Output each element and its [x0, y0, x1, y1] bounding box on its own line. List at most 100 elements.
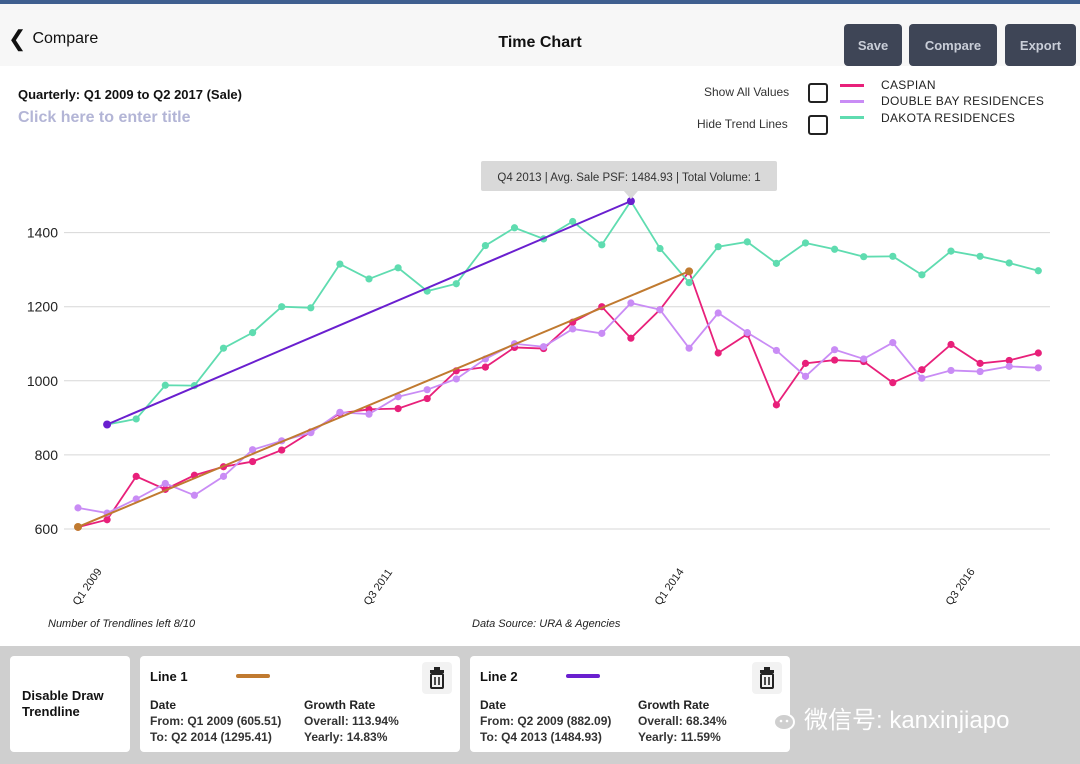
- data-point: [685, 344, 693, 352]
- data-point: [161, 381, 169, 389]
- tooltip-text: Q4 2013 | Avg. Sale PSF: 1484.93 | Total…: [497, 172, 760, 184]
- data-point: [656, 306, 664, 314]
- data-point: [219, 472, 228, 480]
- x-tick-label: Q1 2014: [653, 566, 687, 607]
- trendline-2-title: Line 2: [480, 669, 518, 684]
- data-point: [889, 252, 897, 260]
- trendlines-left-note: Number of Trendlines left 8/10: [48, 618, 196, 630]
- trendline-card-1: Line 1 Date From: Q1 2009 (605.51) To: Q…: [140, 656, 460, 752]
- data-point: [772, 346, 781, 355]
- data-point: [365, 410, 373, 418]
- data-point: [190, 491, 198, 499]
- data-point: [278, 303, 286, 311]
- top-bar: ❮ Compare Time Chart Save Compare Export: [0, 4, 1080, 66]
- data-point: [976, 359, 984, 367]
- trendline-2: [106, 200, 632, 426]
- data-point: [1034, 267, 1042, 275]
- chevron-left-icon: ❮: [8, 26, 27, 51]
- data-point: [860, 253, 868, 261]
- tooltip-box: [481, 161, 777, 191]
- series-line-dakota-residences: [106, 199, 1039, 426]
- trendline-2-dates: Date From: Q2 2009 (882.09) To: Q4 2013 …: [480, 697, 611, 745]
- data-point: [976, 252, 984, 260]
- data-point: [831, 346, 839, 354]
- trendline-1-dates: Date From: Q1 2009 (605.51) To: Q2 2014 …: [150, 697, 281, 745]
- data-point: [1034, 349, 1042, 357]
- delete-trendline-1-button[interactable]: [422, 662, 452, 694]
- trendline-2-date-header: Date: [480, 698, 507, 712]
- legend-swatch-double-bay: [840, 100, 864, 103]
- data-point: [889, 379, 897, 387]
- legend-label-double-bay: DOUBLE BAY RESIDENCES: [881, 94, 1045, 108]
- data-point: [598, 329, 606, 337]
- data-point: [452, 280, 460, 288]
- data-point: [1034, 364, 1042, 372]
- x-tick-label: Q3 2011: [362, 567, 396, 608]
- data-point: [918, 374, 926, 382]
- data-point: [132, 472, 140, 480]
- data-point: [452, 375, 460, 383]
- trendline-2-from: From: Q2 2009 (882.09): [480, 714, 612, 728]
- data-point: [219, 344, 228, 352]
- legend-label-dakota: DAKOTA RESIDENCES: [881, 111, 1016, 125]
- data-point: [423, 386, 431, 394]
- show-all-values-checkbox[interactable]: [808, 83, 828, 103]
- disable-draw-trendline-label: Disable Draw Trendline: [22, 688, 104, 719]
- data-point: [249, 457, 257, 466]
- wechat-watermark: 微信号: kanxinjiapo: [760, 700, 1009, 735]
- trendline-1-start-point: [74, 522, 82, 531]
- data-point: [481, 241, 489, 250]
- data-point: [336, 408, 344, 416]
- back-button[interactable]: ❮ Compare: [8, 28, 98, 50]
- y-tick-label: 600: [35, 521, 59, 537]
- hide-trend-lines-label: Hide Trend Lines: [697, 117, 788, 131]
- hide-trend-lines-checkbox[interactable]: [808, 115, 828, 135]
- data-point: [772, 401, 781, 409]
- chart-subtitle: Quarterly: Q1 2009 to Q2 2017 (Sale): [18, 87, 242, 102]
- compare-button[interactable]: Compare: [909, 24, 997, 66]
- trash-icon: [430, 667, 444, 689]
- top-status-strip: [0, 0, 1080, 4]
- x-tick-label: Q1 2009: [71, 566, 105, 607]
- trendline-2-to: To: Q4 2013 (1484.93): [480, 730, 602, 744]
- data-point: [772, 259, 781, 267]
- trendline-1: [77, 270, 690, 528]
- data-point: [801, 359, 810, 367]
- legend-label-caspian: CASPIAN: [881, 78, 936, 92]
- data-point: [394, 264, 402, 272]
- export-button[interactable]: Export: [1005, 24, 1076, 66]
- data-point: [801, 372, 810, 380]
- data-point: [74, 504, 82, 512]
- data-point: [569, 217, 577, 226]
- trendline-card-2: Line 2 Date From: Q2 2009 (882.09) To: Q…: [470, 656, 790, 752]
- time-chart[interactable]: 600 800 1000 1200 1400 Q1 2009 Q3 2011 Q1 2014 Q…: [0, 140, 1080, 610]
- show-all-values-label: Show All Values: [704, 85, 790, 99]
- y-tick-label: 1200: [27, 299, 58, 315]
- chart-title-input[interactable]: Click here to enter title: [18, 109, 191, 126]
- trendline-1-end-point: [685, 267, 694, 276]
- save-button[interactable]: Save: [844, 24, 902, 66]
- trendline-1-yearly: Yearly: 14.83%: [304, 730, 388, 744]
- series-line-double-bay-residences: [77, 302, 1039, 515]
- data-point: [801, 239, 810, 247]
- trendline-1-title: Line 1: [150, 669, 188, 684]
- data-point: [947, 247, 955, 255]
- delete-trendline-2-button[interactable]: [752, 662, 782, 694]
- data-point: [918, 271, 926, 279]
- data-point: [1005, 259, 1013, 267]
- data-point: [714, 309, 722, 317]
- watermark-text: 微信号: kanxinjiapo: [804, 707, 1010, 734]
- trendline-1-from: From: Q1 2009 (605.51): [150, 714, 282, 728]
- disable-draw-trendline-button[interactable]: Disable Draw Trendline: [10, 656, 130, 752]
- data-point: [249, 446, 257, 454]
- data-point: [627, 299, 635, 307]
- data-point: [569, 325, 577, 333]
- data-point: [743, 238, 751, 246]
- data-point: [1005, 356, 1013, 365]
- trash-icon: [760, 667, 774, 689]
- y-tick-label: 800: [35, 447, 59, 463]
- data-source-note: Data Source: URA & Agencies: [472, 618, 621, 630]
- y-tick-label: 1400: [27, 225, 58, 241]
- trendline-1-growth: Growth Rate Overall: 113.94% Yearly: 14.…: [304, 697, 399, 745]
- data-point: [161, 479, 169, 488]
